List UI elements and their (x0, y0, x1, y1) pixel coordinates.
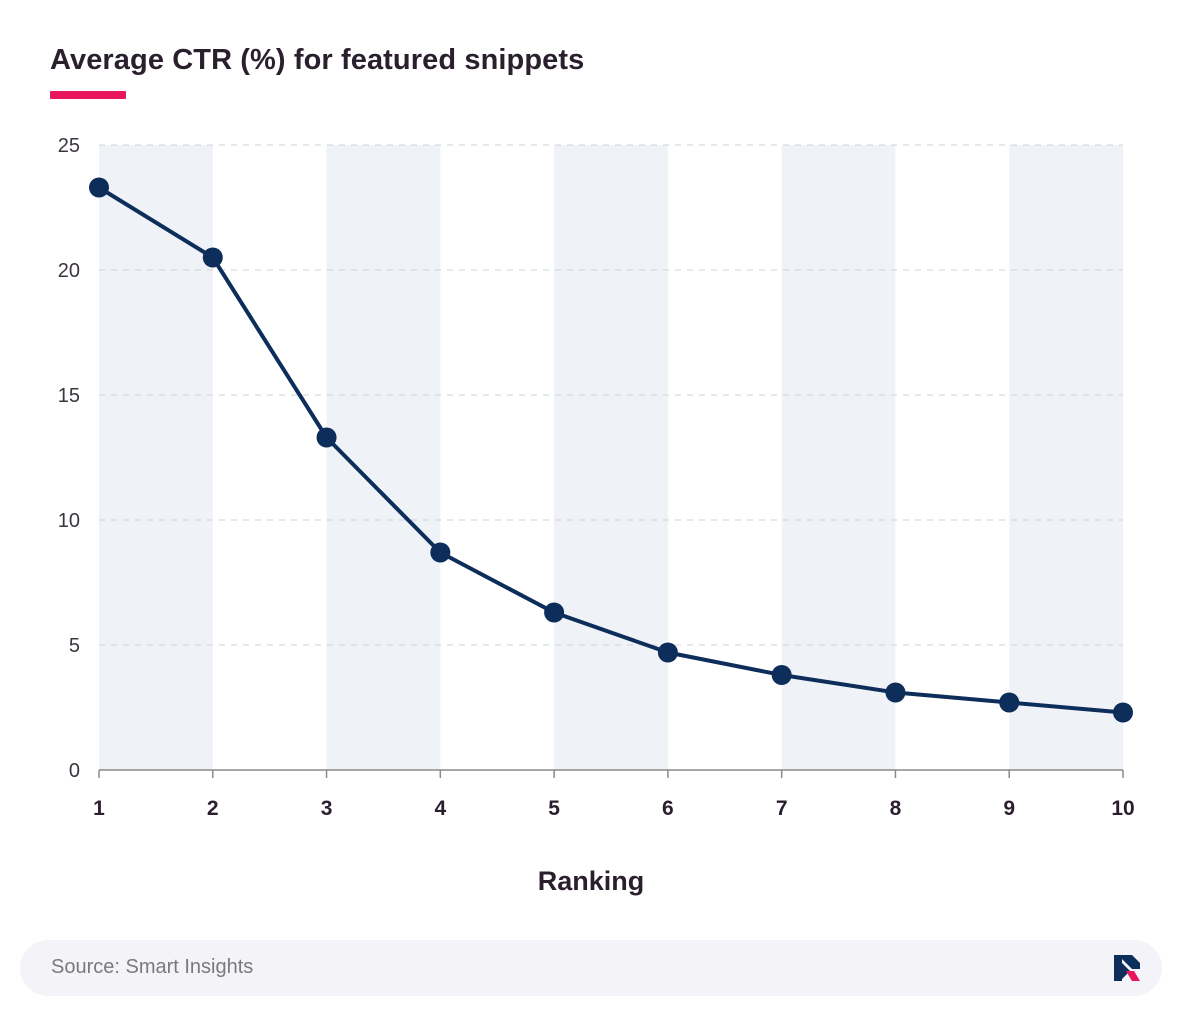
background-band (781, 145, 896, 770)
gridlines (99, 144, 1123, 646)
x-tick-label: 6 (662, 797, 674, 820)
data-point (1113, 702, 1133, 723)
background-band (1009, 145, 1123, 770)
background-band (554, 145, 668, 770)
source-bar: Source: Smart Insights (20, 940, 1162, 996)
series (89, 177, 1133, 723)
x-tick-label: 3 (321, 797, 333, 820)
data-point (771, 665, 792, 685)
x-tick-label: 8 (890, 797, 902, 820)
x-tick-label: 1 (93, 797, 105, 820)
y-tick-label: 0 (69, 760, 80, 782)
data-point (544, 602, 565, 623)
x-tick-label: 9 (1003, 797, 1015, 820)
background-bands (99, 145, 1123, 770)
x-tick-label: 10 (1111, 797, 1134, 820)
x-tick-label: 4 (434, 797, 446, 820)
data-point (885, 682, 906, 703)
y-tick-label: 10 (58, 510, 80, 532)
x-axis-tick-labels: 1 2 3 4 5 6 7 8 9 10 (93, 797, 1135, 820)
x-axis-label: Ranking (538, 866, 645, 896)
y-tick-label: 20 (58, 260, 80, 282)
brand-logo-icon (1114, 955, 1140, 981)
y-tick-label: 25 (58, 135, 80, 157)
data-point (430, 542, 451, 563)
background-band (99, 145, 213, 770)
y-axis-tick-labels: 0 5 10 15 20 25 (58, 135, 80, 782)
x-tick-label: 5 (548, 797, 560, 820)
data-point (999, 692, 1020, 713)
source-text: Source: Smart Insights (51, 956, 254, 978)
x-tick-label: 2 (207, 797, 219, 820)
title-underline (50, 91, 126, 99)
data-point (202, 247, 223, 268)
x-axis (98, 769, 1124, 778)
data-point (657, 642, 678, 663)
series-line (97, 185, 1125, 715)
data-point (316, 427, 337, 448)
chart-title: Average CTR (%) for featured snippets (50, 44, 585, 76)
y-tick-label: 5 (69, 635, 80, 657)
y-tick-label: 15 (58, 385, 80, 407)
x-tick-label: 7 (776, 797, 788, 820)
data-point (89, 177, 109, 198)
